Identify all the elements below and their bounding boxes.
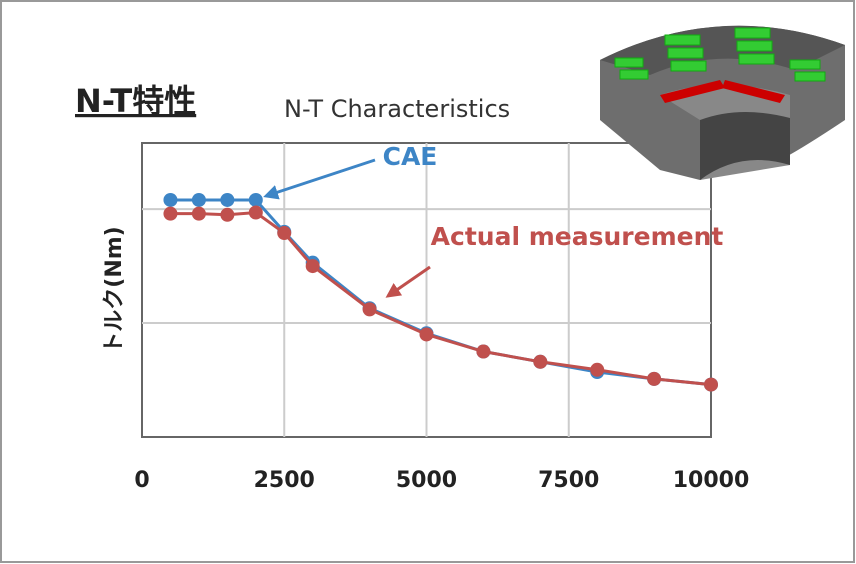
annotation-arrow: [263, 158, 376, 200]
legend-label: CAE: [383, 142, 438, 171]
data-point: [248, 205, 263, 220]
data-point: [533, 354, 548, 369]
chart-title: N-T特性: [75, 82, 196, 120]
x-tick-label: 10000: [673, 468, 750, 493]
x-tick-label: 7500: [538, 468, 599, 493]
data-point: [704, 377, 718, 392]
x-tick-label: 0: [134, 468, 149, 493]
data-point: [590, 362, 605, 377]
data-point: [476, 344, 491, 359]
data-point: [248, 192, 263, 207]
data-point: [419, 327, 434, 342]
data-point: [277, 226, 292, 241]
x-tick-label: 2500: [254, 468, 315, 493]
data-point: [647, 371, 662, 386]
y-axis-label: トルク(Nm): [102, 226, 127, 353]
data-point: [191, 192, 206, 207]
annotation-arrow: [385, 265, 431, 298]
data-point: [220, 207, 235, 222]
data-point: [163, 192, 178, 207]
data-point: [220, 192, 235, 207]
data-point: [305, 259, 320, 274]
chart-subtitle: N-T Characteristics: [284, 95, 510, 123]
x-tick-label: 5000: [396, 468, 457, 493]
data-point: [191, 206, 206, 221]
legend-label: Actual measurement: [431, 222, 724, 251]
data-point: [362, 302, 377, 317]
data-point: [163, 206, 178, 221]
motor-illustration: [600, 25, 845, 180]
